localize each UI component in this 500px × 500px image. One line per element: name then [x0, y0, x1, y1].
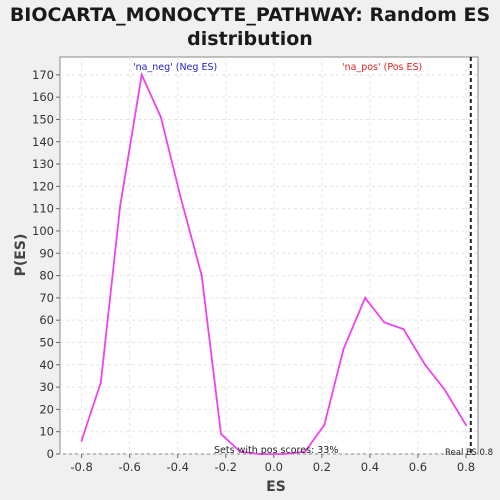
- x-tick-label: -0.2: [215, 460, 237, 474]
- y-tick-label: 140: [32, 135, 54, 149]
- pos-es-label: 'na_pos' (Pos ES): [342, 62, 422, 73]
- y-axis-label: P(ES): [13, 234, 29, 277]
- x-tick-label: -0.6: [118, 460, 140, 474]
- y-tick-label: 130: [32, 157, 54, 171]
- chart-title-line-2: distribution: [187, 28, 313, 50]
- x-tick-label: -0.8: [70, 460, 92, 474]
- real-es-label: Real ES 0.8: [445, 448, 493, 458]
- data-point: [364, 296, 367, 299]
- y-tick-label: 20: [39, 402, 54, 416]
- y-tick-label: 50: [39, 335, 54, 349]
- y-tick-label: 160: [32, 90, 54, 104]
- y-tick-label: 170: [32, 68, 54, 82]
- neg-es-label: 'na_neg' (Neg ES): [133, 62, 217, 73]
- data-point: [119, 205, 122, 208]
- data-points: [80, 73, 467, 455]
- plot-background: [59, 56, 479, 455]
- grid: [60, 57, 478, 455]
- y-tick-label: 80: [39, 269, 54, 283]
- data-point: [159, 116, 162, 119]
- data-point: [219, 432, 222, 435]
- x-axis-label: ES: [266, 479, 286, 495]
- es-distribution-line: [80, 71, 467, 455]
- data-point: [402, 328, 405, 331]
- data-point: [342, 348, 345, 351]
- x-tick-label: -0.4: [166, 460, 188, 474]
- data-point: [140, 73, 143, 76]
- data-point: [304, 450, 307, 453]
- y-tick-label: 110: [32, 202, 54, 216]
- x-axis-ticks: -0.8 -0.6 -0.4 -0.2 0.0 0.2 0.4 0.6 0.8: [70, 454, 475, 474]
- y-tick-label: 60: [39, 313, 54, 327]
- y-tick-label: 70: [39, 291, 54, 305]
- y-tick-label: 120: [32, 179, 54, 193]
- y-tick-label: 40: [39, 358, 54, 372]
- chart-title-line-1: BIOCARTA_MONOCYTE_PATHWAY: Random ES: [9, 4, 491, 26]
- x-tick-label: 0.8: [457, 460, 475, 474]
- data-point: [424, 363, 427, 366]
- data-point: [80, 439, 83, 442]
- data-point: [464, 424, 467, 427]
- data-point: [99, 381, 102, 384]
- x-tick-label: 0.6: [409, 460, 427, 474]
- y-tick-label: 150: [32, 112, 54, 126]
- data-point: [443, 388, 446, 391]
- y-tick-label: 100: [32, 224, 54, 238]
- x-tick-label: 0.4: [361, 460, 379, 474]
- x-tick-label: 0.2: [313, 460, 331, 474]
- pos-scores-label: Sets with pos scores: 33%: [214, 445, 338, 456]
- y-tick-label: 90: [39, 246, 54, 260]
- data-point: [179, 194, 182, 197]
- data-point: [200, 274, 203, 277]
- y-tick-label: 30: [39, 380, 54, 394]
- data-point: [239, 450, 242, 453]
- data-point: [323, 424, 326, 427]
- data-point: [383, 321, 386, 324]
- y-axis-ticks: 0 10 20 30 40 50 60 70 80 90 100 110 120 130 140 150 160…: [32, 68, 60, 461]
- y-tick-label: 10: [39, 425, 54, 439]
- data-point: [258, 453, 261, 455]
- data-point: [282, 453, 285, 455]
- y-tick-label: 0: [47, 447, 54, 461]
- x-tick-label: 0.0: [265, 460, 283, 474]
- chart-title: BIOCARTA_MONOCYTE_PATHWAY: Random ES dis…: [0, 3, 500, 51]
